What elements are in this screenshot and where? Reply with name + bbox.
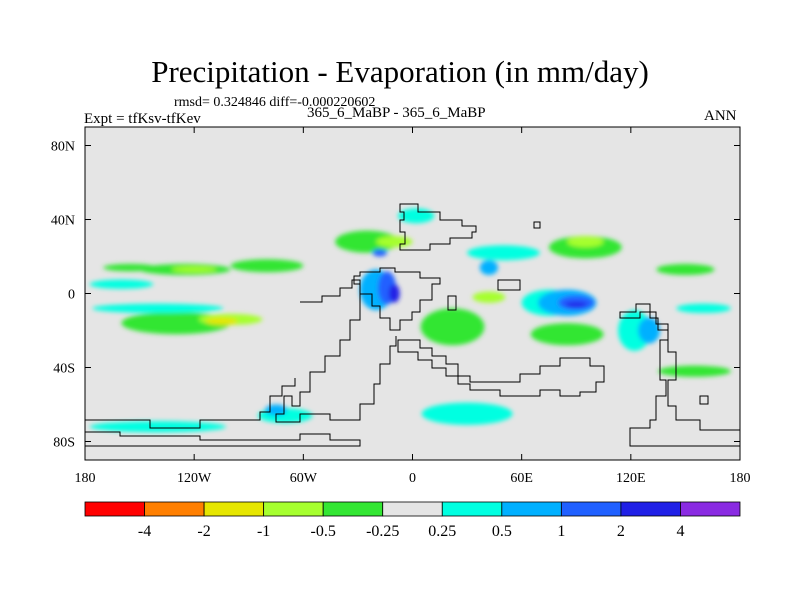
anomaly-region <box>658 365 731 377</box>
anomaly-region <box>676 303 731 313</box>
colorbar-label: -2 <box>197 523 210 540</box>
colorbar-swatch <box>84 501 145 517</box>
anomaly-region <box>89 279 154 289</box>
anomaly-region <box>421 402 513 425</box>
colorbar-label: 1 <box>557 523 565 540</box>
colorbar-swatch <box>144 501 205 517</box>
anomaly-region <box>388 284 400 303</box>
anomaly-region <box>567 236 604 248</box>
continent-outlines <box>85 203 740 447</box>
anomaly-region <box>335 230 399 253</box>
colorbar-label: 0.5 <box>492 523 512 540</box>
anomaly-region <box>372 249 388 257</box>
y-tick-label: 80S <box>53 436 75 451</box>
x-axis: 180 120W 60W 0 60E 120E 180 <box>75 127 751 486</box>
y-axis: 80N 40N 0 40S 80S <box>51 140 740 451</box>
anomaly-region <box>89 421 227 433</box>
x-tick-label: 180 <box>730 471 751 486</box>
anomaly-region <box>467 245 540 261</box>
anomaly-region <box>171 266 217 273</box>
chart-subtitle: 365_6_MaBP - 365_6_MaBP <box>307 105 486 121</box>
map-background <box>85 127 740 460</box>
stats-line: rmsd= 0.324846 diff=-0.000220602 <box>174 95 376 110</box>
anomaly-region <box>376 236 413 248</box>
anomaly-region <box>472 291 506 303</box>
season-label: ANN <box>704 108 737 124</box>
anomaly-region <box>565 301 588 308</box>
anomaly-region <box>638 317 660 344</box>
y-tick-label: 80N <box>51 140 75 155</box>
anomaly-region <box>205 317 238 325</box>
colorbar-label: -0.25 <box>366 523 399 540</box>
anomaly-region <box>420 308 485 346</box>
colorbar-swatch <box>322 501 384 517</box>
y-tick-label: 40S <box>53 362 75 377</box>
colorbar-swatch <box>501 501 562 517</box>
anomaly-region <box>230 259 304 273</box>
colorbar-label: -4 <box>138 523 151 540</box>
x-tick-label: 60W <box>290 471 318 486</box>
colorbar-swatch <box>560 501 622 517</box>
x-tick-label: 0 <box>409 471 416 486</box>
coastline <box>85 378 296 429</box>
coastline <box>399 203 477 251</box>
anomaly-region <box>656 263 715 276</box>
y-tick-label: 0 <box>68 288 75 303</box>
x-tick-label: 120W <box>177 471 212 486</box>
coastline <box>619 303 740 447</box>
colorbar-label: -1 <box>257 523 270 540</box>
colorbar-swatch <box>263 501 324 517</box>
experiment-label: Expt = tfKsv-tfKev <box>84 111 201 127</box>
colorbar-swatch <box>680 501 741 517</box>
coastline <box>397 339 605 397</box>
coastline <box>85 431 361 447</box>
chart-title: Precipitation - Evaporation (in mm/day) <box>151 54 649 89</box>
anomaly-region <box>92 303 224 313</box>
colorbar-swatch <box>382 501 443 517</box>
colorbar-swatch <box>620 501 681 517</box>
coastline <box>699 395 709 405</box>
anomaly-region <box>265 404 287 416</box>
x-tick-label: 60E <box>510 471 533 486</box>
x-tick-label: 120E <box>616 471 646 486</box>
anomaly-region <box>397 208 435 224</box>
colorbar-label: 0.25 <box>428 523 456 540</box>
anomaly-region <box>530 323 604 346</box>
anomaly-region <box>479 260 499 275</box>
colorbar-swatch <box>203 501 265 517</box>
anomaly-fields <box>89 208 731 433</box>
coastline <box>275 279 397 423</box>
colorbar-label: -0.5 <box>311 523 336 540</box>
coastline <box>533 221 541 229</box>
coastline <box>447 295 457 311</box>
coastline <box>497 279 521 291</box>
colorbar-label: 4 <box>676 523 684 540</box>
y-tick-label: 40N <box>51 214 75 229</box>
colorbar-label: 2 <box>617 523 625 540</box>
colorbar: -4 -2 -1 -0.5 -0.25 0.25 0.5 1 2 4 <box>84 501 741 540</box>
x-tick-label: 180 <box>75 471 96 486</box>
colorbar-swatch <box>441 501 503 517</box>
